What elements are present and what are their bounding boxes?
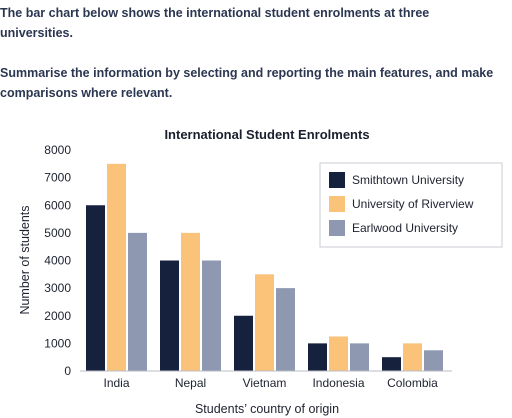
x-tick-label: India bbox=[103, 376, 129, 390]
bar-earlwood-university-indonesia bbox=[350, 343, 369, 371]
legend-box bbox=[319, 162, 503, 248]
y-tick-label: 8000 bbox=[44, 143, 71, 157]
y-tick-label: 7000 bbox=[44, 171, 71, 185]
x-tick-label: Nepal bbox=[175, 376, 206, 390]
bar-university-of-riverview-vietnam bbox=[255, 274, 274, 371]
prompt-task: Summarise the information by selecting a… bbox=[0, 66, 494, 100]
y-axis-label: Number of students bbox=[18, 205, 32, 314]
bar-university-of-riverview-indonesia bbox=[329, 336, 348, 371]
bar-smithtown-university-nepal bbox=[160, 260, 179, 371]
legend-label: Smithtown University bbox=[352, 173, 464, 187]
x-axis-label: Students’ country of origin bbox=[195, 402, 339, 416]
legend-label: Earlwood University bbox=[352, 221, 458, 235]
legend-label: University of Riverview bbox=[352, 197, 474, 211]
prompt-intro: The bar chart below shows the internatio… bbox=[0, 6, 430, 40]
y-axis: 0 1000 2000 3000 4000 5000 6000 7000 8000 bbox=[44, 143, 71, 378]
y-tick-label: 2000 bbox=[44, 309, 71, 323]
x-tick-label: Vietnam bbox=[243, 376, 287, 390]
y-tick-label: 4000 bbox=[44, 254, 71, 268]
bar-university-of-riverview-india bbox=[107, 163, 126, 371]
bar-smithtown-university-vietnam bbox=[234, 315, 253, 371]
bar-smithtown-university-indonesia bbox=[308, 343, 327, 371]
y-tick-label: 6000 bbox=[44, 198, 71, 212]
bar-smithtown-university-colombia bbox=[382, 357, 401, 371]
bar-university-of-riverview-nepal bbox=[181, 232, 200, 371]
bar-earlwood-university-nepal bbox=[202, 260, 221, 371]
chart-title: International Student Enrolments bbox=[164, 127, 369, 142]
bar-earlwood-university-colombia bbox=[424, 350, 443, 371]
legend-swatch bbox=[329, 196, 345, 212]
y-tick-label: 0 bbox=[64, 364, 71, 378]
x-tick-label: Colombia bbox=[387, 376, 438, 390]
bar-earlwood-university-vietnam bbox=[276, 288, 295, 371]
y-tick-label: 1000 bbox=[44, 336, 71, 350]
y-tick-label: 5000 bbox=[44, 226, 71, 240]
bar-smithtown-university-india bbox=[86, 205, 105, 371]
bar-university-of-riverview-colombia bbox=[403, 343, 422, 371]
bars bbox=[86, 163, 443, 371]
x-tick-label: Indonesia bbox=[312, 376, 364, 390]
x-axis: India Nepal Vietnam Indonesia Colombia bbox=[103, 376, 438, 390]
legend-swatch bbox=[329, 172, 345, 188]
legend-swatch bbox=[329, 220, 345, 236]
bar-earlwood-university-india bbox=[128, 232, 147, 371]
legend: Smithtown University University of Riverv… bbox=[329, 172, 474, 236]
y-tick-label: 3000 bbox=[44, 281, 71, 295]
